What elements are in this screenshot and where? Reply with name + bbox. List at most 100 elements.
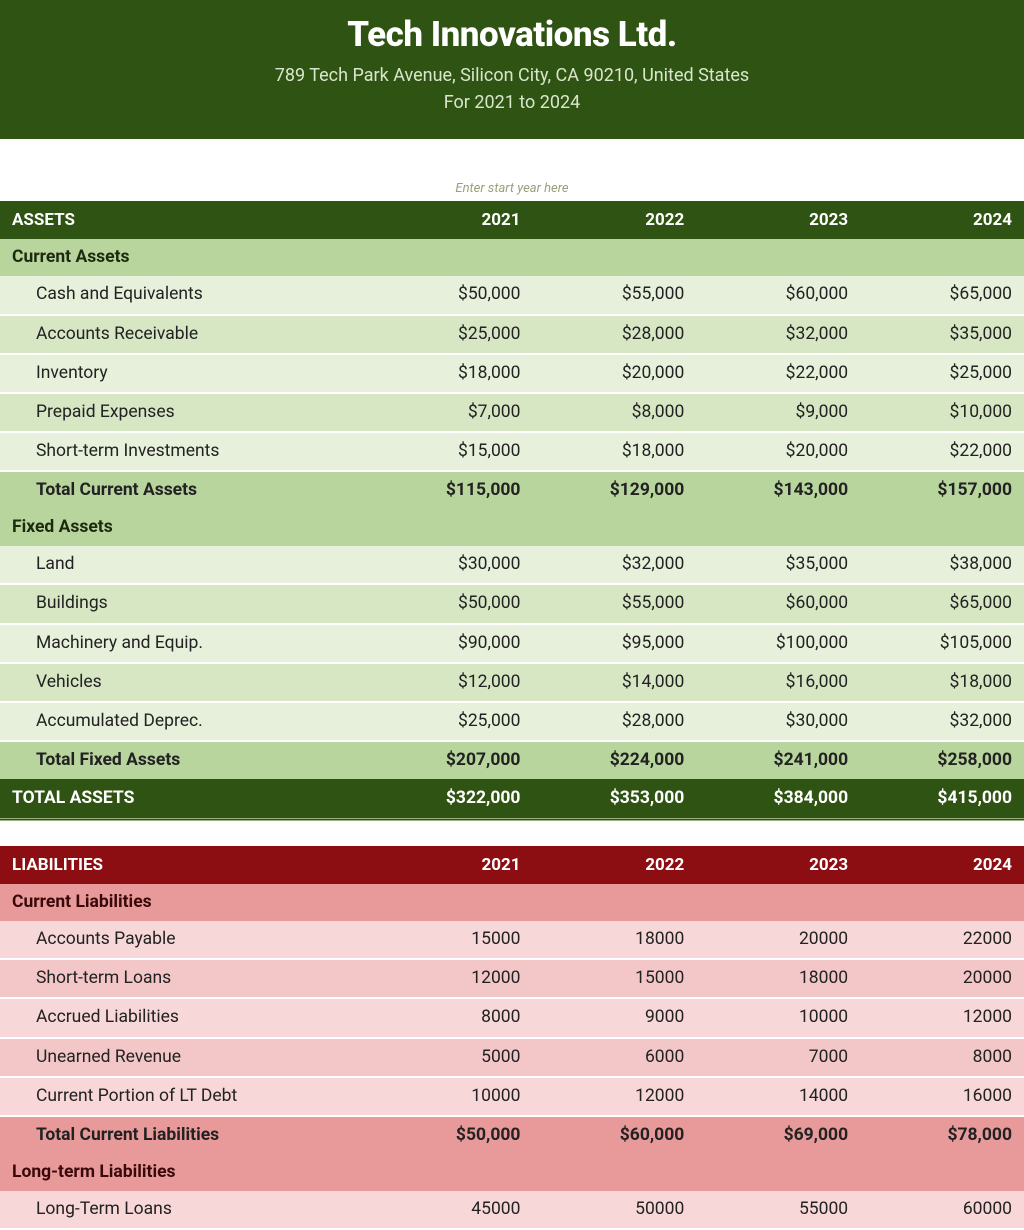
cell: $18,000: [532, 432, 696, 471]
table-row: Prepaid Expenses $7,000 $8,000 $9,000 $1…: [0, 393, 1024, 432]
row-label: Total Fixed Assets: [0, 741, 369, 779]
company-title: Tech Innovations Ltd.: [10, 14, 1014, 55]
cell: $65,000: [860, 584, 1024, 623]
cell: $20,000: [532, 354, 696, 393]
table-row: Inventory $18,000 $20,000 $22,000 $25,00…: [0, 354, 1024, 393]
row-label: Inventory: [0, 354, 369, 393]
cell: $30,000: [369, 546, 533, 584]
cell: $157,000: [860, 471, 1024, 509]
cell: $258,000: [860, 741, 1024, 779]
report-header: Tech Innovations Ltd. 789 Tech Park Aven…: [0, 0, 1024, 139]
row-label: Short-term Investments: [0, 432, 369, 471]
start-year-hint: Enter start year here: [0, 139, 1024, 200]
year-col-4: 2024: [860, 201, 1024, 240]
cell: 16000: [860, 1077, 1024, 1116]
cell: $60,000: [532, 1116, 696, 1154]
row-label: Total Current Liabilities: [0, 1116, 369, 1154]
balance-sheet-table: ASSETS 2021 2022 2023 2024 Current Asset…: [0, 200, 1024, 1230]
year-col-1: 2021: [369, 846, 533, 884]
table-row: Short-term Loans 12000 15000 18000 20000: [0, 959, 1024, 998]
report-period: For 2021 to 2024: [10, 92, 1014, 113]
row-label: Accumulated Deprec.: [0, 702, 369, 741]
cell: $50,000: [369, 276, 533, 314]
cell: $322,000: [369, 779, 533, 820]
year-col-3: 2023: [696, 201, 860, 240]
current-liabilities-subhead: Current Liabilities: [0, 884, 1024, 921]
cell: $50,000: [369, 584, 533, 623]
current-assets-subhead: Current Assets: [0, 239, 1024, 276]
cell: 6000: [532, 1038, 696, 1077]
cell: $65,000: [860, 276, 1024, 314]
cell: 9000: [532, 998, 696, 1037]
cell: 7000: [696, 1038, 860, 1077]
table-row: Short-term Investments $15,000 $18,000 $…: [0, 432, 1024, 471]
cell: 50000: [532, 1191, 696, 1229]
cell: $129,000: [532, 471, 696, 509]
cell: $32,000: [860, 702, 1024, 741]
cell: 12000: [860, 998, 1024, 1037]
assets-title: ASSETS: [0, 201, 369, 240]
cell: $115,000: [369, 471, 533, 509]
cell: $25,000: [860, 354, 1024, 393]
table-row: Buildings $50,000 $55,000 $60,000 $65,00…: [0, 584, 1024, 623]
liabilities-title: LIABILITIES: [0, 846, 369, 884]
cell: $78,000: [860, 1116, 1024, 1154]
cell: $25,000: [369, 702, 533, 741]
cell: $35,000: [860, 315, 1024, 354]
cell: 8000: [860, 1038, 1024, 1077]
cell: 14000: [696, 1077, 860, 1116]
cell: 12000: [369, 959, 533, 998]
cell: $38,000: [860, 546, 1024, 584]
cell: 10000: [369, 1077, 533, 1116]
total-assets-row: TOTAL ASSETS $322,000 $353,000 $384,000 …: [0, 779, 1024, 820]
cell: $28,000: [532, 702, 696, 741]
cell: $20,000: [696, 432, 860, 471]
cell: $50,000: [369, 1116, 533, 1154]
table-row: Current Portion of LT Debt 10000 12000 1…: [0, 1077, 1024, 1116]
row-label: TOTAL ASSETS: [0, 779, 369, 820]
cell: 60000: [860, 1191, 1024, 1229]
cell: $69,000: [696, 1116, 860, 1154]
longterm-liabilities-subhead: Long-term Liabilities: [0, 1154, 1024, 1191]
cell: 12000: [532, 1077, 696, 1116]
table-row: Vehicles $12,000 $14,000 $16,000 $18,000: [0, 663, 1024, 702]
cell: $30,000: [696, 702, 860, 741]
cell: $18,000: [860, 663, 1024, 702]
row-label: Vehicles: [0, 663, 369, 702]
cell: 10000: [696, 998, 860, 1037]
cell: $18,000: [369, 354, 533, 393]
section-gap: [0, 820, 1024, 846]
current-liabilities-label: Current Liabilities: [0, 884, 1024, 921]
fixed-assets-subhead: Fixed Assets: [0, 509, 1024, 546]
cell: $95,000: [532, 624, 696, 663]
cell: $22,000: [860, 432, 1024, 471]
cell: 55000: [696, 1191, 860, 1229]
cell: $415,000: [860, 779, 1024, 820]
cell: $384,000: [696, 779, 860, 820]
cell: $55,000: [532, 276, 696, 314]
row-label: Machinery and Equip.: [0, 624, 369, 663]
current-assets-label: Current Assets: [0, 239, 1024, 276]
cell: 20000: [860, 959, 1024, 998]
cell: $241,000: [696, 741, 860, 779]
row-label: Land: [0, 546, 369, 584]
cell: $7,000: [369, 393, 533, 432]
table-row: Unearned Revenue 5000 6000 7000 8000: [0, 1038, 1024, 1077]
table-row: Accumulated Deprec. $25,000 $28,000 $30,…: [0, 702, 1024, 741]
current-liabilities-total-row: Total Current Liabilities $50,000 $60,00…: [0, 1116, 1024, 1154]
row-label: Prepaid Expenses: [0, 393, 369, 432]
cell: $10,000: [860, 393, 1024, 432]
cell: $8,000: [532, 393, 696, 432]
table-row: Accounts Receivable $25,000 $28,000 $32,…: [0, 315, 1024, 354]
cell: $35,000: [696, 546, 860, 584]
row-label: Accrued Liabilities: [0, 998, 369, 1037]
cell: $16,000: [696, 663, 860, 702]
year-col-2: 2022: [532, 201, 696, 240]
year-col-4: 2024: [860, 846, 1024, 884]
row-label: Accounts Receivable: [0, 315, 369, 354]
cell: $100,000: [696, 624, 860, 663]
row-label: Buildings: [0, 584, 369, 623]
cell: 5000: [369, 1038, 533, 1077]
cell: $55,000: [532, 584, 696, 623]
fixed-assets-total-row: Total Fixed Assets $207,000 $224,000 $24…: [0, 741, 1024, 779]
